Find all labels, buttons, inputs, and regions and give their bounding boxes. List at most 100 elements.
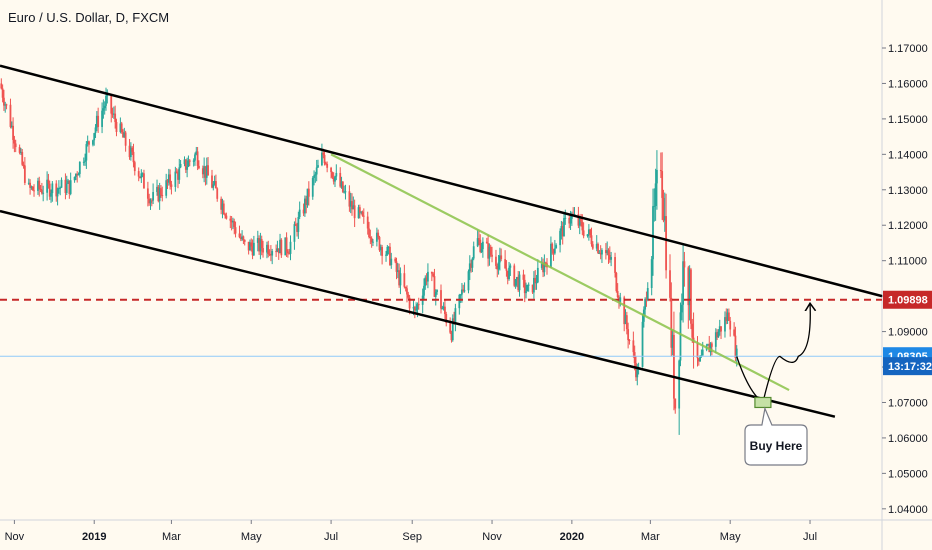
candle-up — [461, 289, 463, 295]
candle-up — [535, 282, 538, 284]
candle-down — [330, 167, 332, 173]
candle-down — [366, 216, 369, 229]
candle-down — [485, 241, 488, 244]
candle-down — [169, 174, 172, 185]
candle-down — [238, 233, 241, 238]
candle-down — [120, 123, 123, 132]
candle-down — [687, 267, 690, 306]
y-tick-label: 1.13000 — [888, 185, 928, 197]
candle-down — [661, 171, 664, 198]
candle-up — [50, 193, 52, 197]
candle-up — [335, 172, 338, 177]
candle-down — [122, 131, 124, 138]
candle-up — [682, 261, 684, 305]
candle-down — [615, 272, 618, 292]
candle-up — [679, 312, 682, 361]
countdown-tag: 13:17:32 — [888, 361, 932, 373]
candle-down — [177, 172, 179, 180]
candle-up — [578, 217, 581, 226]
candle-down — [597, 243, 599, 253]
candle-down — [88, 141, 90, 145]
candle-up — [186, 166, 189, 170]
candle-down — [23, 165, 26, 183]
y-tick-label: 1.04000 — [888, 504, 928, 516]
x-tick-label: Sep — [402, 531, 422, 543]
candle-down — [425, 277, 428, 282]
candle-up — [718, 326, 721, 332]
candle-up — [183, 159, 186, 164]
candle-up — [349, 201, 352, 207]
candle-down — [262, 248, 264, 253]
candle-down — [13, 139, 16, 144]
x-tick-label: Nov — [5, 531, 25, 543]
candle-down — [150, 200, 153, 202]
candle-up — [624, 315, 627, 325]
x-tick-label: Mar — [162, 531, 181, 543]
candle-up — [232, 220, 234, 223]
candle-up — [553, 248, 556, 254]
candle-up — [701, 349, 704, 356]
candle-down — [568, 217, 571, 224]
candle-down — [234, 227, 237, 234]
candle-down — [696, 342, 699, 359]
candle-up — [167, 174, 170, 183]
candle-down — [381, 246, 384, 256]
candle-up — [46, 179, 49, 193]
candle-down — [326, 163, 329, 168]
candle-down — [729, 320, 732, 330]
candle-up — [106, 95, 109, 97]
candle-up — [399, 273, 402, 286]
candle-up — [656, 169, 658, 184]
y-tick-label: 1.16000 — [888, 78, 928, 90]
candle-down — [580, 217, 582, 222]
candle-down — [175, 171, 178, 173]
chart-title: Euro / U.S. Dollar, D, FXCM — [8, 10, 170, 25]
candle-down — [599, 252, 602, 255]
candle-down — [408, 297, 411, 309]
candle-down — [111, 113, 114, 115]
candle-up — [390, 258, 393, 265]
candle-down — [239, 237, 242, 240]
candle-down — [445, 314, 448, 324]
candle-up — [92, 140, 94, 145]
candle-up — [458, 294, 461, 309]
candle-down — [204, 166, 207, 178]
candle-down — [673, 334, 675, 399]
candle-down — [733, 329, 736, 336]
candle-up — [74, 173, 77, 177]
candle-up — [73, 176, 76, 181]
candle-down — [14, 143, 17, 148]
candle-up — [471, 258, 474, 268]
candle-down — [590, 235, 593, 245]
candle-down — [222, 203, 225, 215]
candle-up — [533, 277, 535, 293]
candle-down — [275, 251, 278, 253]
candle-down — [534, 277, 537, 284]
candle-up — [65, 183, 68, 193]
candle-up — [86, 141, 89, 145]
candle-down — [216, 188, 219, 199]
candle-down — [430, 271, 433, 274]
candle-up — [360, 211, 363, 213]
candle-up — [459, 294, 462, 296]
candle-up — [314, 174, 317, 176]
candle-up — [156, 186, 158, 193]
candle-up — [67, 180, 69, 184]
candle-up — [95, 115, 98, 128]
candle-up — [37, 180, 39, 191]
candle-down — [5, 104, 8, 106]
candle-down — [398, 270, 401, 286]
candle-up — [560, 226, 563, 231]
candle-down — [522, 274, 525, 280]
candle-up — [340, 181, 343, 187]
candle-down — [220, 198, 223, 210]
candle-up — [77, 173, 80, 176]
candle-up — [555, 245, 558, 249]
candle-down — [552, 249, 555, 254]
candle-up — [357, 207, 360, 219]
candle-down — [161, 194, 164, 196]
candle-down — [635, 363, 637, 378]
candle-up — [663, 216, 666, 221]
